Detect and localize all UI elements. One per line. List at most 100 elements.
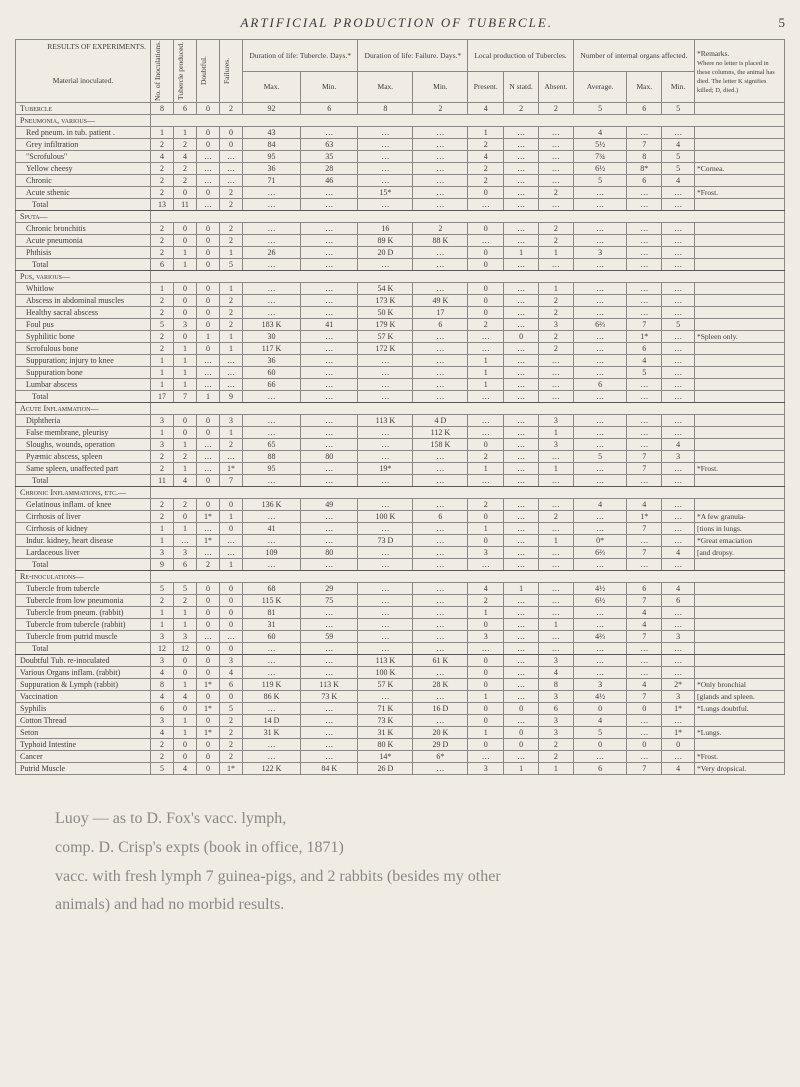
cell: *Only bronchial [695, 679, 785, 691]
cell: 3 [662, 691, 695, 703]
cell: … [573, 643, 627, 655]
cell: 1 [197, 331, 220, 343]
cell: 0 [468, 295, 504, 307]
cell [695, 355, 785, 367]
cell: … [243, 295, 301, 307]
cell: 3 [151, 655, 174, 667]
cell: … [504, 463, 539, 475]
cell: 80 [301, 451, 358, 463]
cell: … [301, 463, 358, 475]
cell: 1 [151, 367, 174, 379]
cell: … [504, 631, 539, 643]
cell: 0 [468, 511, 504, 523]
cell: 4 [627, 355, 662, 367]
table-row: Re-inoculations— [16, 571, 785, 583]
cell: … [627, 223, 662, 235]
cell: 95 [243, 463, 301, 475]
cell: … [413, 343, 468, 355]
cell: 80 [301, 547, 358, 559]
cell: … [662, 715, 695, 727]
cell: 5½ [573, 139, 627, 151]
cell: 84 K [301, 763, 358, 775]
cell: 2 [174, 499, 197, 511]
cell: 0 [197, 499, 220, 511]
cell: 3 [662, 451, 695, 463]
cell: 26 [243, 247, 301, 259]
table-row: Doubtful Tub. re-inoculated3003……113 K61… [16, 655, 785, 667]
cell: 4½ [573, 691, 627, 703]
cell: … [573, 355, 627, 367]
cell: 0 [220, 619, 243, 631]
cell: 7¾ [573, 151, 627, 163]
cell: … [504, 667, 539, 679]
row-label: Gelatinous inflam. of knee [16, 499, 151, 511]
cell: 3 [151, 631, 174, 643]
cell: … [662, 511, 695, 523]
cell: 1 [174, 259, 197, 271]
table-row: Lumbar abscess11……66………1……6…… [16, 379, 785, 391]
cell: 1* [220, 463, 243, 475]
cell: … [358, 427, 413, 439]
cell: 1 [220, 331, 243, 343]
cell: 1 [151, 523, 174, 535]
cell: 4 [627, 619, 662, 631]
cell [695, 235, 785, 247]
cell: 2 [151, 163, 174, 175]
cell: … [504, 619, 539, 631]
cell: 0 [573, 739, 627, 751]
cell: … [573, 343, 627, 355]
cell: 115 K [243, 595, 301, 607]
cell: 1 [174, 439, 197, 451]
cell: … [627, 415, 662, 427]
empty-span [151, 271, 785, 283]
cell: … [358, 643, 413, 655]
cell: *Frost. [695, 187, 785, 199]
cell: … [573, 667, 627, 679]
cell: 1 [539, 247, 574, 259]
cell: … [468, 235, 504, 247]
cell: 2 [468, 499, 504, 511]
cell: … [662, 331, 695, 343]
cell: 0 [197, 475, 220, 487]
cell: … [243, 739, 301, 751]
cell: … [573, 259, 627, 271]
cell: 1* [627, 331, 662, 343]
cell: 1 [468, 379, 504, 391]
cell: *Frost. [695, 751, 785, 763]
cell: … [301, 355, 358, 367]
cell: 2 [151, 247, 174, 259]
cell: … [627, 307, 662, 319]
cell: … [539, 559, 574, 571]
remarks-note: Where no letter is placed in these colum… [697, 60, 775, 94]
table-row: Yellow cheesy22……3628……2……6½8*5*Cornea. [16, 163, 785, 175]
cell: … [358, 379, 413, 391]
header-dur-tub: Duration of life: Tubercle. Days.* [243, 40, 358, 72]
table-row: Same spleen, unaffected part21…1*95…19*…… [16, 463, 785, 475]
cell: … [197, 355, 220, 367]
cell: 43 [243, 127, 301, 139]
cell: … [197, 631, 220, 643]
cell: … [573, 415, 627, 427]
table-row: Total121200………………………… [16, 643, 785, 655]
cell: *Frost. [695, 463, 785, 475]
cell: 3 [151, 715, 174, 727]
cell: 2 [220, 739, 243, 751]
cell: 31 K [358, 727, 413, 739]
cell: … [301, 295, 358, 307]
cell: 0 [468, 259, 504, 271]
cell: 1 [220, 343, 243, 355]
cell: 7 [174, 391, 197, 403]
cell: … [301, 715, 358, 727]
cell: … [573, 439, 627, 451]
cell: 41 [301, 319, 358, 331]
cell: 49 K [413, 295, 468, 307]
cell: 2 [151, 343, 174, 355]
table-row: Indur. kidney, heart disease1…1*………73 D…… [16, 535, 785, 547]
cell: 6 [627, 175, 662, 187]
cell: 17 [413, 307, 468, 319]
cell: … [504, 127, 539, 139]
cell: … [504, 307, 539, 319]
cell: 1 [151, 619, 174, 631]
cell: 5 [151, 583, 174, 595]
cell: 1 [174, 367, 197, 379]
